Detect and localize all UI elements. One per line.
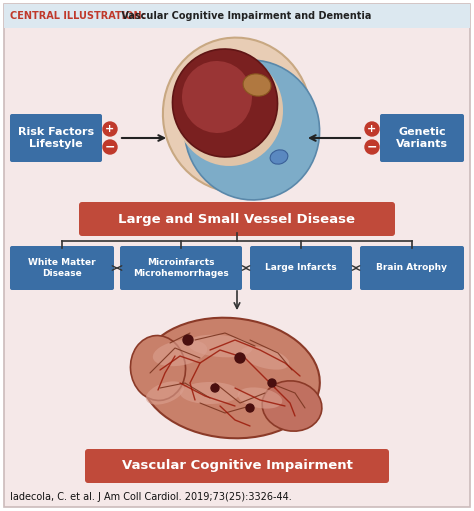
Text: White Matter
Disease: White Matter Disease (28, 258, 96, 277)
FancyBboxPatch shape (79, 202, 395, 236)
FancyBboxPatch shape (10, 114, 102, 162)
Ellipse shape (153, 340, 207, 366)
FancyBboxPatch shape (250, 246, 352, 290)
Circle shape (246, 404, 254, 412)
Ellipse shape (262, 381, 322, 431)
FancyBboxPatch shape (85, 449, 389, 483)
Ellipse shape (188, 335, 252, 357)
Ellipse shape (140, 318, 320, 438)
Text: +: + (367, 124, 377, 134)
Ellipse shape (173, 49, 278, 157)
Ellipse shape (180, 382, 240, 404)
Text: Iadecola, C. et al. J Am Coll Cardiol. 2019;73(25):3326-44.: Iadecola, C. et al. J Am Coll Cardiol. 2… (10, 492, 292, 502)
Circle shape (103, 140, 117, 154)
Text: Genetic
Variants: Genetic Variants (396, 127, 448, 149)
FancyBboxPatch shape (4, 4, 470, 507)
Circle shape (365, 122, 379, 136)
Ellipse shape (182, 61, 252, 133)
Circle shape (183, 335, 193, 345)
Text: Large and Small Vessel Disease: Large and Small Vessel Disease (118, 213, 356, 225)
Text: −: − (367, 141, 377, 153)
Circle shape (365, 140, 379, 154)
Text: −: − (105, 141, 115, 153)
Ellipse shape (270, 150, 288, 164)
Ellipse shape (146, 381, 184, 405)
FancyBboxPatch shape (120, 246, 242, 290)
FancyBboxPatch shape (380, 114, 464, 162)
Circle shape (268, 379, 276, 387)
Ellipse shape (238, 387, 282, 409)
Ellipse shape (130, 336, 185, 401)
Ellipse shape (163, 38, 311, 193)
Ellipse shape (241, 346, 289, 369)
Circle shape (235, 353, 245, 363)
Text: CENTRAL ILLUSTRATION:: CENTRAL ILLUSTRATION: (10, 11, 146, 21)
FancyBboxPatch shape (10, 246, 114, 290)
Ellipse shape (184, 60, 319, 200)
Text: Vascular Cognitive Impairment and Dementia: Vascular Cognitive Impairment and Dement… (118, 11, 371, 21)
FancyBboxPatch shape (4, 4, 470, 28)
Text: Microinfarcts
Microhemorrhages: Microinfarcts Microhemorrhages (133, 258, 229, 277)
Text: Risk Factors
Lifestyle: Risk Factors Lifestyle (18, 127, 94, 149)
Circle shape (211, 384, 219, 392)
Text: Vascular Cognitive Impairment: Vascular Cognitive Impairment (121, 459, 353, 473)
Text: Brain Atrophy: Brain Atrophy (376, 264, 447, 272)
Ellipse shape (175, 54, 283, 166)
Text: +: + (105, 124, 115, 134)
Text: Large Infarcts: Large Infarcts (265, 264, 337, 272)
FancyBboxPatch shape (360, 246, 464, 290)
Circle shape (103, 122, 117, 136)
Ellipse shape (243, 74, 271, 96)
